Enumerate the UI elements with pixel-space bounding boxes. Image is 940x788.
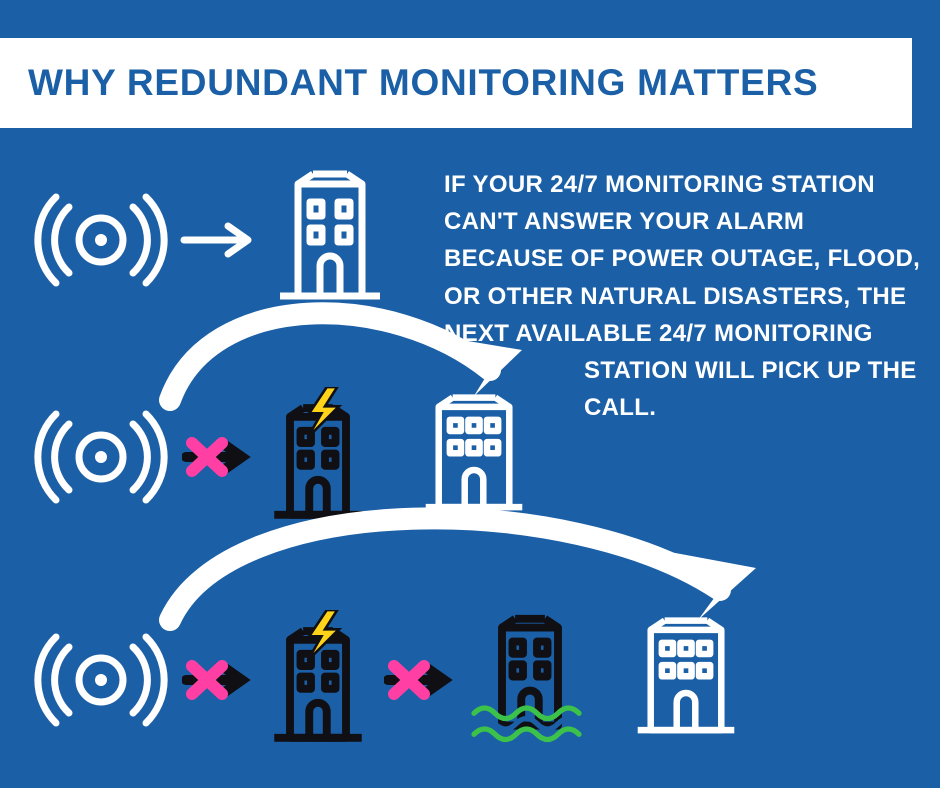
- flow-row-3: [0, 590, 940, 770]
- building-outage-icon: [258, 610, 378, 750]
- flow-row-1: [0, 170, 940, 310]
- flow-row-2: [0, 372, 940, 542]
- blocked-arrow-icon: [182, 660, 252, 700]
- building-outage-icon: [258, 387, 378, 527]
- alarm-icon: [26, 402, 176, 512]
- building-flood-icon: [460, 610, 600, 750]
- building-icon: [630, 615, 742, 745]
- title-bar: WHY REDUNDANT MONITORING MATTERS: [0, 38, 912, 128]
- blocked-arrow-icon: [182, 437, 252, 477]
- infographic-canvas: WHY REDUNDANT MONITORING MATTERS IF YOUR…: [0, 0, 940, 788]
- building-icon: [270, 170, 390, 310]
- page-title: WHY REDUNDANT MONITORING MATTERS: [28, 62, 818, 104]
- blocked-arrow-icon: [384, 660, 454, 700]
- arrow-icon: [178, 220, 262, 260]
- building-icon: [418, 392, 530, 522]
- alarm-icon: [26, 625, 176, 735]
- alarm-icon: [26, 185, 176, 295]
